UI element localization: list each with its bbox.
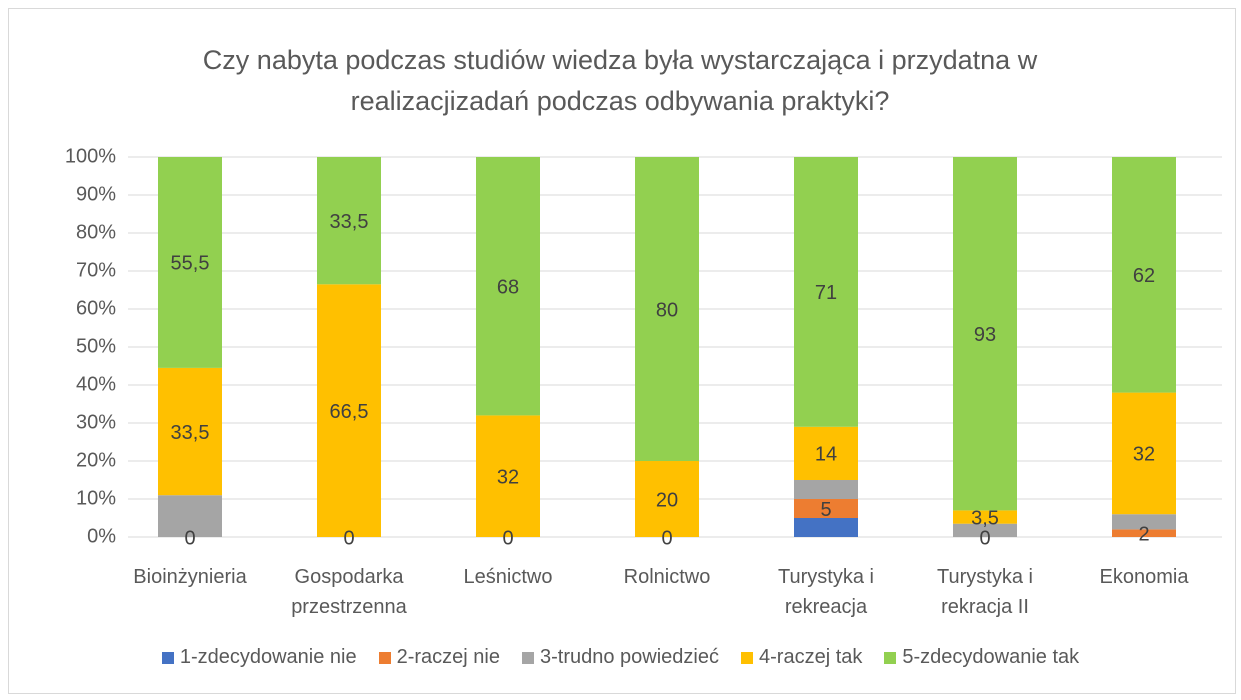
- legend-label: 5-zdecydowanie tak: [902, 646, 1080, 668]
- data-label: 0: [502, 527, 513, 549]
- legend-label: 4-raczej tak: [759, 646, 863, 668]
- bar-segment: [476, 157, 540, 416]
- data-label: 66,5: [330, 401, 369, 423]
- legend-swatch: [161, 651, 174, 664]
- legend-label: 1-zdecydowanie nie: [179, 646, 357, 668]
- legend-swatch: [378, 651, 391, 664]
- bar-segment: [794, 157, 858, 427]
- data-label: 5: [820, 499, 831, 521]
- bar-segment: [794, 499, 858, 518]
- legend-item: 3-trudno powiedzieć: [522, 646, 719, 669]
- bar-segment: [317, 157, 381, 285]
- bar-segment: [317, 284, 381, 537]
- y-tick-label: 40%: [76, 373, 116, 395]
- bar-segment: [635, 461, 699, 537]
- bar-segment: [794, 518, 858, 537]
- data-label: 55,5: [171, 253, 210, 275]
- bar-segment: [158, 157, 222, 368]
- bar-segment: [1112, 157, 1176, 393]
- legend-item: 5-zdecydowanie tak: [884, 646, 1079, 669]
- x-tick-label: Rolnictwo: [623, 566, 711, 588]
- bar-segment: [1112, 392, 1176, 515]
- x-tick-label: Turystyka i rekreacja: [778, 566, 874, 618]
- legend-swatch: [741, 651, 753, 664]
- data-label: 71: [815, 282, 837, 304]
- data-label: 0: [661, 527, 672, 549]
- y-tick-label: 20%: [76, 449, 116, 471]
- legend-label: 3-trudno powiedzieć: [540, 646, 719, 668]
- bar-segment: [953, 510, 1017, 524]
- data-label: 80: [656, 299, 678, 321]
- y-tick-label: 30%: [76, 411, 116, 433]
- data-label: 3,5: [971, 507, 999, 529]
- y-tick-label: 100%: [65, 145, 116, 167]
- y-tick-label: 60%: [76, 297, 116, 319]
- data-label: 68: [497, 276, 519, 298]
- data-label: 33,5: [171, 422, 210, 444]
- legend-item: 1-zdecydowanie nie: [161, 646, 357, 669]
- legend-item: 2-raczej nie: [378, 646, 500, 669]
- y-tick-label: 90%: [76, 183, 116, 205]
- data-label: 32: [1133, 444, 1155, 466]
- data-label: 2: [1138, 523, 1149, 545]
- legend-label: 2-raczej nie: [396, 646, 500, 668]
- bar-segment: [1112, 529, 1176, 537]
- data-label: 0: [979, 527, 990, 549]
- legend-swatch: [522, 651, 534, 664]
- chart-border: [8, 8, 1236, 694]
- bar-segment: [953, 157, 1017, 511]
- data-label: 93: [974, 324, 996, 346]
- data-label: 14: [815, 444, 837, 466]
- legend-item: 4-raczej tak: [741, 646, 862, 669]
- y-tick-label: 50%: [76, 335, 116, 357]
- bar-segment: [476, 415, 540, 537]
- bar-segment: [635, 157, 699, 461]
- bar-segment: [158, 367, 222, 496]
- y-tick-label: 0%: [87, 525, 116, 547]
- bar-segment: [794, 480, 858, 499]
- chart-title: Czy nabyta podczas studiów wiedza była w…: [202, 45, 1038, 116]
- data-label: 0: [343, 527, 354, 549]
- bar-segment: [158, 495, 222, 537]
- x-tick-label: Leśnictwo: [463, 566, 553, 588]
- x-tick-label: Ekonomia: [1099, 566, 1189, 588]
- x-tick-label: Turystyka i rekracja II: [937, 566, 1033, 618]
- bar-segment: [794, 426, 858, 480]
- legend-swatch: [884, 651, 897, 664]
- data-label: 62: [1133, 265, 1155, 287]
- data-label: 20: [656, 489, 678, 511]
- x-tick-label: Gospodarka przestrzenna: [291, 566, 407, 618]
- data-label: 33,5: [330, 211, 369, 233]
- y-tick-label: 80%: [76, 221, 116, 243]
- bar-segment: [1112, 514, 1176, 530]
- bar-segment: [953, 523, 1017, 537]
- data-label: 32: [497, 466, 519, 488]
- legend: 1-zdecydowanie nie 2-raczej nie 3-trudno p…: [0, 646, 1241, 669]
- y-tick-label: 70%: [76, 259, 116, 281]
- x-tick-label: Bioinżynieria: [133, 566, 247, 588]
- y-tick-label: 10%: [76, 487, 116, 509]
- data-label: 0: [184, 527, 195, 549]
